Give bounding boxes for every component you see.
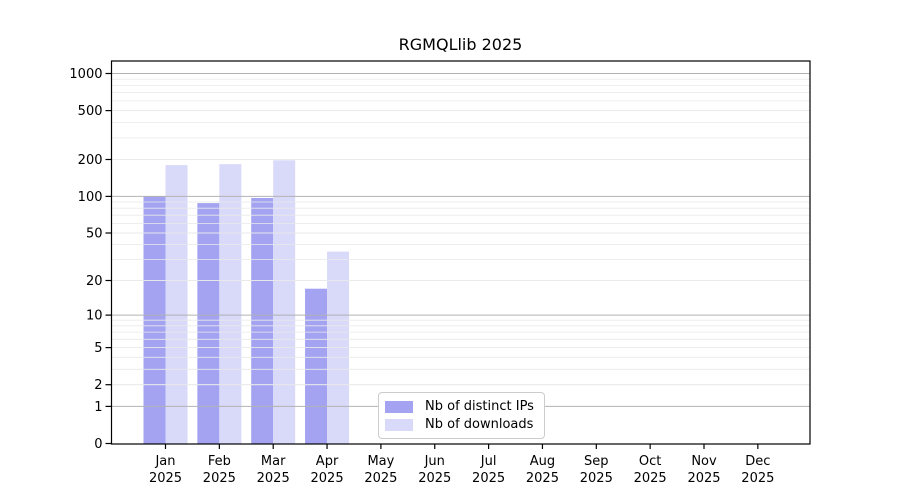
x-tick-label-year: 2025 [634, 471, 667, 486]
x-tick-label-year: 2025 [311, 471, 344, 486]
y-tick-label: 50 [86, 227, 103, 242]
legend-item-downloads: Nb of downloads [385, 416, 537, 433]
x-tick-label-month: Dec [745, 454, 770, 469]
x-tick-label-month: Jul [480, 454, 497, 469]
x-tick-label-year: 2025 [741, 471, 774, 486]
y-tick-label: 100 [78, 190, 103, 205]
y-tick-label: 10 [86, 309, 103, 324]
x-tick-label-month: Jun [424, 454, 445, 469]
bar-distinct-ips [197, 203, 220, 444]
y-tick-label: 2 [94, 378, 102, 393]
y-tick-label: 200 [78, 153, 103, 168]
x-tick-label-month: Feb [208, 454, 231, 469]
x-tick-label-year: 2025 [203, 471, 236, 486]
x-tick-label-year: 2025 [149, 471, 182, 486]
axis-spines [110, 60, 811, 445]
x-tick-label-year: 2025 [687, 471, 720, 486]
bar-downloads [165, 165, 188, 444]
legend-item-distinct-ips: Nb of distinct IPs [385, 398, 537, 415]
y-tick-label: 5 [94, 341, 102, 356]
chart-title: RGMQLlib 2025 [398, 35, 523, 54]
x-tick-label-month: Mar [261, 454, 286, 469]
x-tick-label-month: Jan [154, 454, 175, 469]
legend: Nb of distinct IPs Nb of downloads [378, 392, 545, 439]
bar-downloads [219, 164, 242, 444]
x-tick-label-year: 2025 [580, 471, 613, 486]
x-tick-label-month: May [367, 454, 394, 469]
x-tick-label-year: 2025 [472, 471, 505, 486]
x-tick-label-month: Apr [316, 454, 339, 469]
y-tick-label: 1 [94, 400, 102, 415]
x-tick-label-month: Sep [584, 454, 609, 469]
legend-label-distinct-ips: Nb of distinct IPs [425, 399, 534, 414]
y-tick-label: 20 [86, 274, 103, 289]
y-tick-label: 500 [78, 104, 103, 119]
x-tick-label-month: Aug [530, 454, 555, 469]
legend-swatch-downloads [385, 418, 413, 431]
legend-label-downloads: Nb of downloads [425, 417, 534, 432]
legend-swatch-distinct-ips [385, 400, 413, 413]
bar-downloads [273, 160, 296, 444]
x-tick-label-month: Nov [691, 454, 717, 469]
x-tick-label-month: Oct [639, 454, 661, 469]
y-tick-label: 0 [94, 437, 102, 452]
x-tick-label-year: 2025 [364, 471, 397, 486]
x-tick-label-year: 2025 [257, 471, 290, 486]
x-tick-label-year: 2025 [418, 471, 451, 486]
x-tick-label-year: 2025 [526, 471, 559, 486]
y-tick-label: 1000 [69, 67, 102, 82]
bar-distinct-ips [305, 288, 328, 444]
